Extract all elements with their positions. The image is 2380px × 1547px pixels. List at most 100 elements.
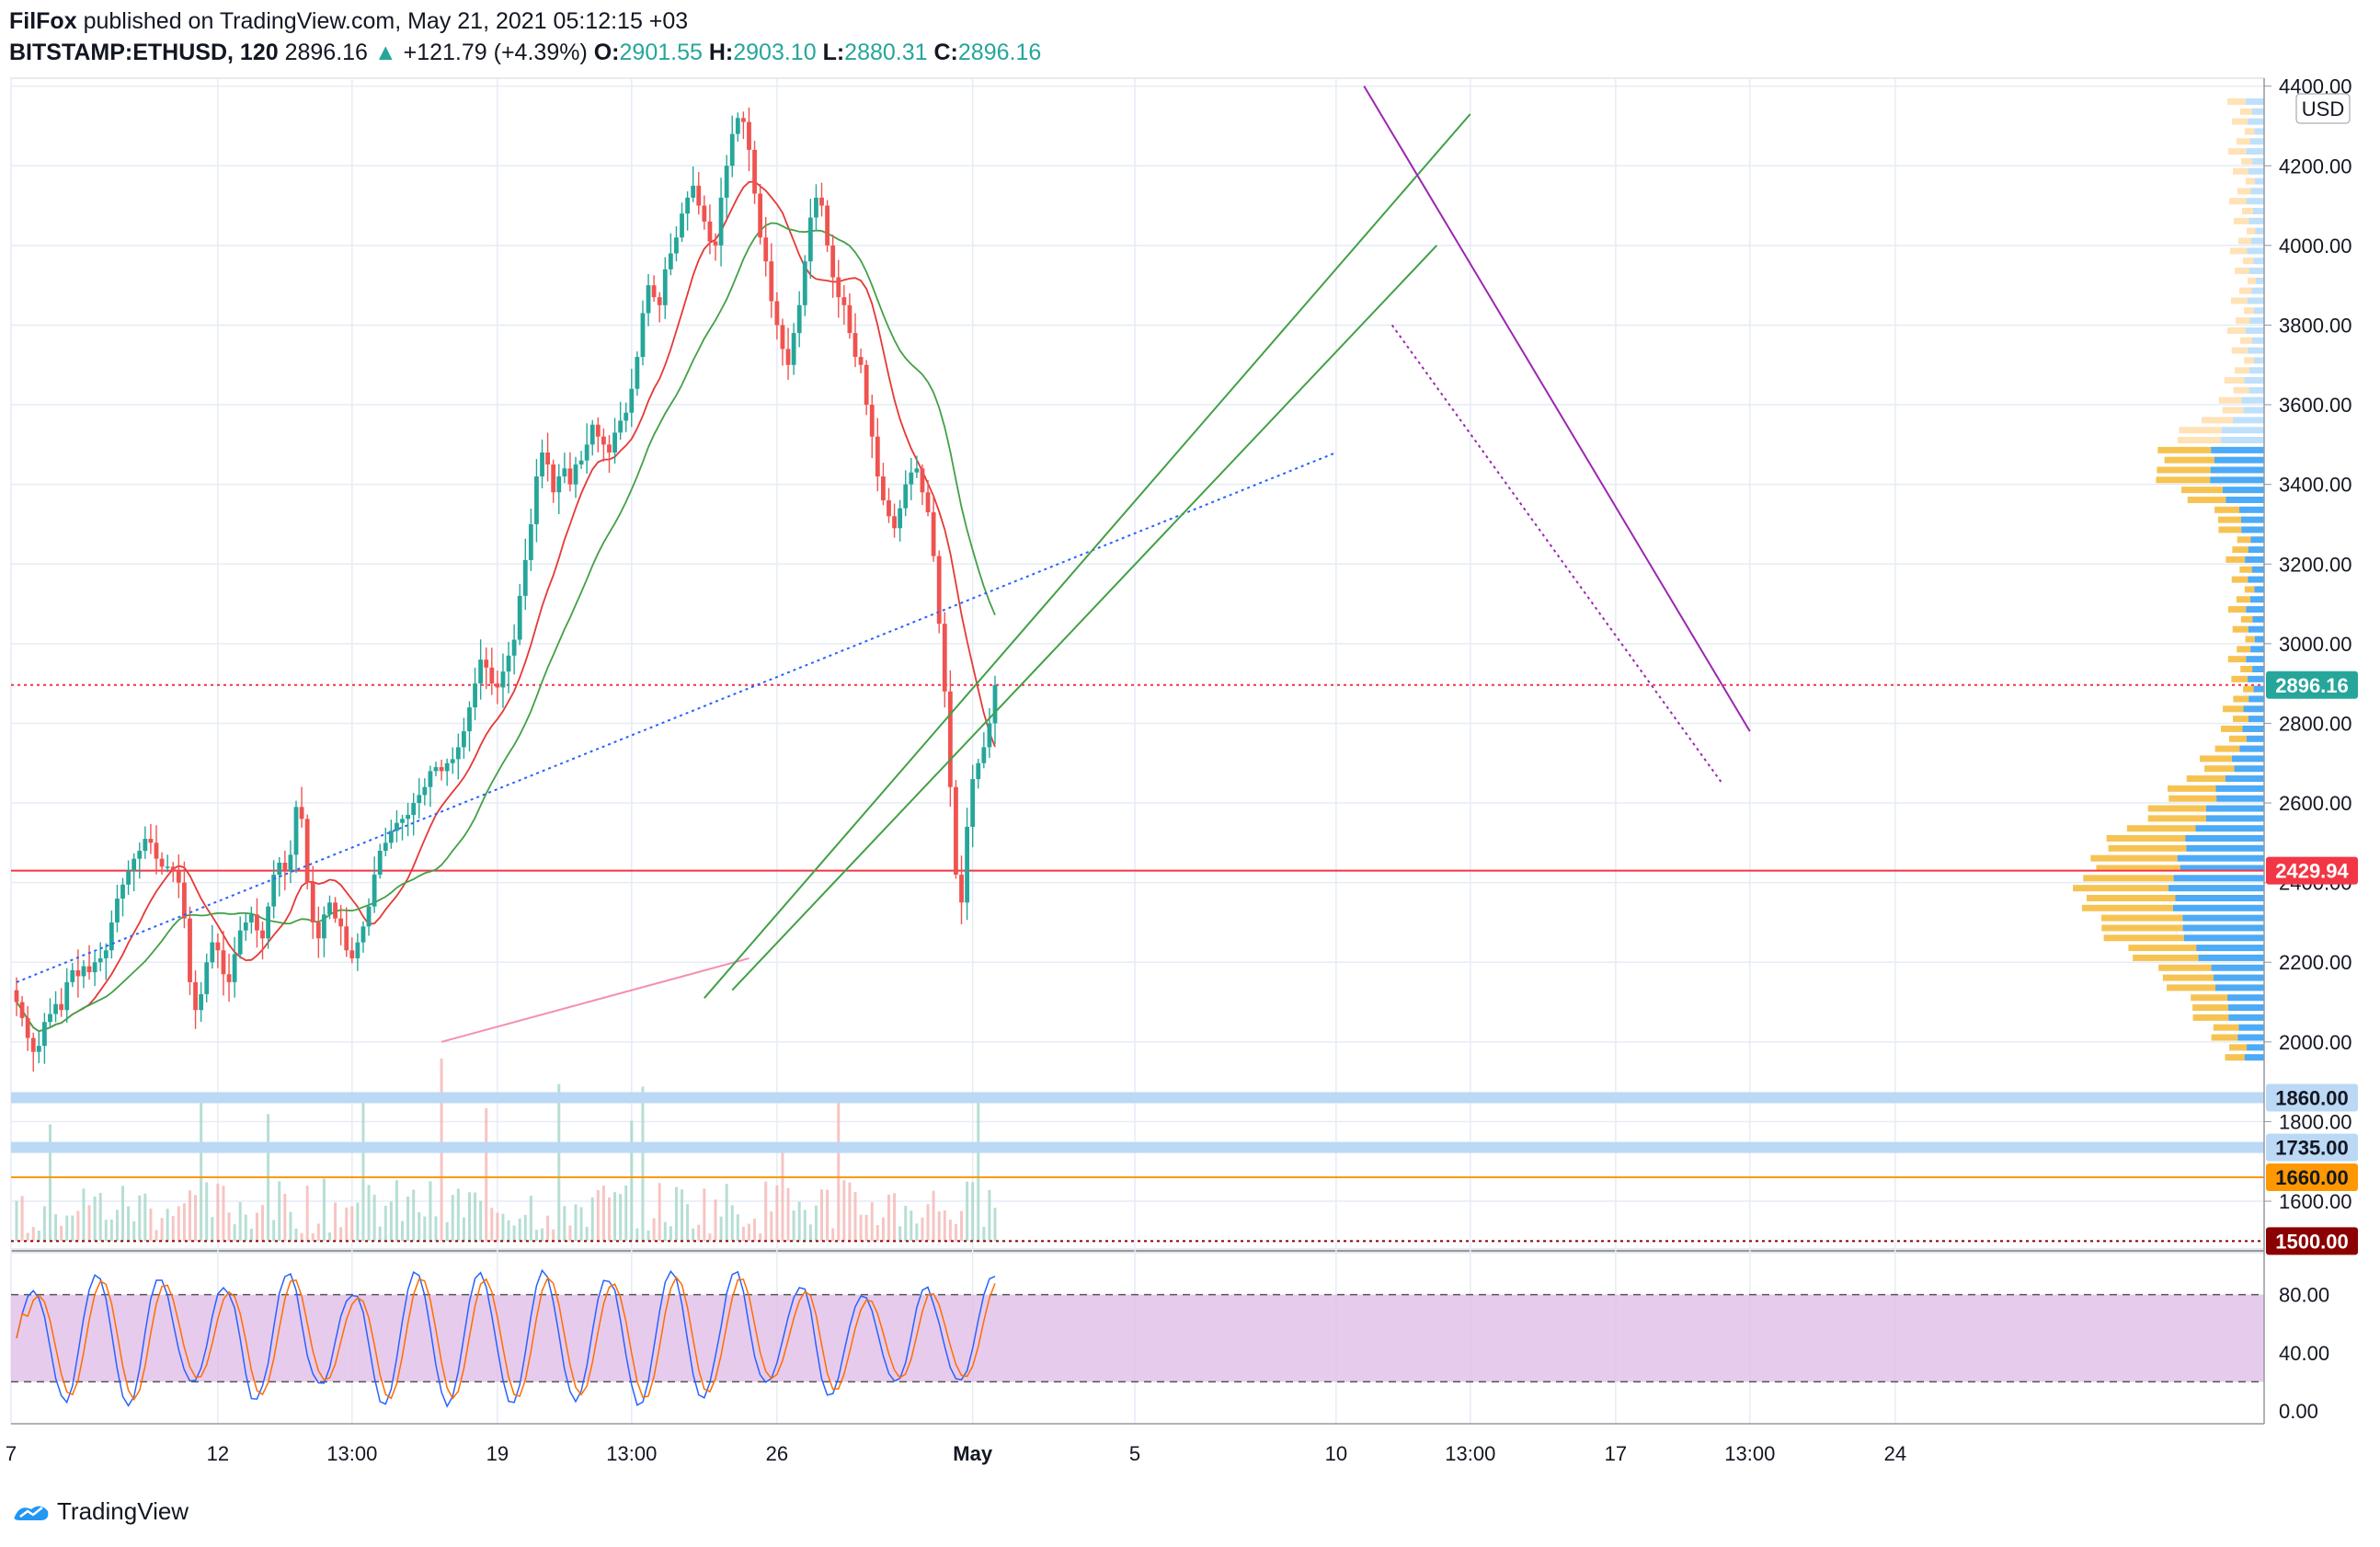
volume-bar (143, 1193, 147, 1242)
candle-body (601, 436, 606, 445)
vp-sell-bar (2204, 765, 2235, 773)
volume-bar (541, 1228, 544, 1242)
vp-buy-bar (2248, 675, 2264, 682)
volume-bar (383, 1206, 387, 1242)
main-pane-border (10, 77, 2265, 1250)
vp-sell-bar (2239, 566, 2252, 573)
vp-sell-bar (2133, 954, 2199, 961)
candle-body (215, 942, 221, 951)
candle-body (802, 261, 807, 305)
vp-sell-bar (2218, 396, 2242, 404)
volume-bar (132, 1220, 136, 1242)
low-label: L: (822, 40, 845, 65)
stoch-tick-label: 80.00 (2279, 1284, 2329, 1307)
vp-buy-bar (2226, 496, 2264, 503)
candle-body (19, 1002, 25, 1018)
volume-bar (182, 1203, 186, 1242)
vp-buy-bar (2211, 964, 2264, 971)
volume-bar (652, 1218, 656, 1242)
footer-brand[interactable]: TradingView (13, 1497, 189, 1526)
volume-bar (149, 1209, 153, 1242)
price-tag-label: 2429.94 (2275, 860, 2349, 883)
volume-bar (485, 1107, 488, 1242)
volume-bar (948, 1220, 952, 1242)
vp-sell-bar (2187, 496, 2226, 503)
price-tag (2266, 670, 2358, 699)
candle-body (500, 671, 506, 688)
candle-body (942, 624, 947, 692)
vp-sell-bar (2237, 646, 2251, 653)
publish-line: FilFox published on TradingView.com, May… (9, 6, 2363, 37)
trend-line-blue-dotted-support (16, 452, 1337, 983)
volume-bar (596, 1190, 600, 1242)
vp-buy-bar (2249, 367, 2264, 374)
vp-buy-bar (2216, 795, 2264, 802)
volume-bar (227, 1212, 231, 1242)
volume-bar (966, 1181, 969, 1242)
volume-bar (842, 1180, 846, 1242)
candle-body (830, 245, 836, 278)
volume-bar (921, 1217, 924, 1242)
candle-body (489, 667, 495, 684)
candle-body (148, 839, 154, 843)
candle-body (221, 950, 226, 975)
price-tick-label: 2200.00 (2279, 951, 2352, 974)
vp-buy-bar (2244, 1054, 2264, 1061)
time-tick-label: 13:00 (1445, 1442, 1495, 1465)
candle-body (53, 1003, 58, 1014)
vp-sell-bar (2233, 695, 2249, 703)
volume-bar (93, 1197, 97, 1242)
vp-sell-bar (2247, 227, 2256, 235)
candle-body (573, 464, 578, 485)
candle-body (540, 453, 544, 476)
vp-buy-bar (2251, 337, 2264, 344)
volume-bar (171, 1216, 175, 1242)
vp-buy-bar (2252, 157, 2264, 165)
candle-body (115, 898, 120, 922)
level-band (11, 1092, 2264, 1104)
volume-bar (462, 1217, 465, 1242)
vp-sell-bar (2147, 815, 2206, 822)
author-name[interactable]: FilFox (9, 8, 77, 34)
volume-bar (211, 1217, 214, 1242)
vp-sell-bar (2214, 506, 2240, 513)
candle-body (120, 884, 125, 899)
vp-buy-bar (2214, 456, 2264, 464)
volume-bar (429, 1181, 432, 1242)
vp-buy-bar (2248, 167, 2264, 175)
candle-body (277, 862, 282, 875)
candle-body (735, 118, 740, 134)
volume-bar (434, 1216, 438, 1242)
vp-sell-bar (2214, 745, 2240, 752)
vp-buy-bar (2220, 437, 2264, 444)
candle-body (48, 1014, 52, 1023)
vp-sell-bar (2218, 526, 2242, 533)
candle-body (674, 237, 679, 254)
symbol-name[interactable]: BITSTAMP:ETHUSD, 120 (9, 40, 279, 65)
vp-buy-bar (2254, 636, 2264, 643)
candle-body (315, 922, 321, 939)
price-tick-label: 4200.00 (2279, 155, 2352, 178)
volume-bar (60, 1225, 63, 1242)
volume-bar (557, 1083, 561, 1242)
volume-bar (507, 1220, 510, 1242)
vp-sell-bar (2231, 675, 2248, 682)
vp-sell-bar (2100, 914, 2183, 922)
volume-bar (166, 1209, 169, 1242)
candle-body (595, 424, 601, 437)
candle-body (612, 432, 617, 453)
vp-buy-bar (2177, 854, 2264, 862)
volume-bar (311, 1232, 315, 1242)
vp-sell-bar (2090, 854, 2178, 862)
volume-bar (982, 1226, 986, 1242)
candle-body (819, 197, 824, 206)
time-tick-label: 13:00 (1724, 1442, 1775, 1465)
volume-bar (367, 1185, 371, 1242)
vp-sell-bar (2243, 307, 2254, 315)
candle-body (607, 444, 612, 453)
vp-buy-bar (2244, 377, 2264, 384)
time-tick-label: 19 (486, 1442, 509, 1465)
vp-sell-bar (2234, 217, 2249, 224)
vp-sell-bar (2240, 108, 2252, 115)
